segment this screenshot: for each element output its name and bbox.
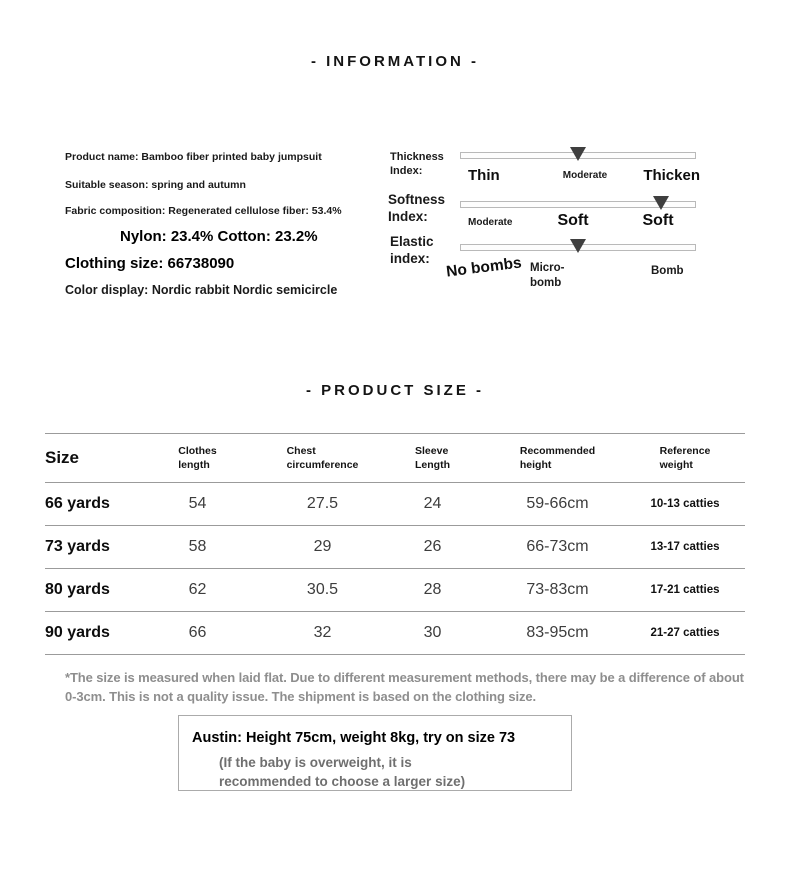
chest-cell: 27.5	[306, 495, 339, 512]
sleeve-cell: 30	[423, 624, 442, 641]
product-name-text: Product name: Bamboo fiber printed baby …	[65, 151, 322, 163]
weight-cell: 21-27 catties	[650, 627, 720, 639]
column-header-sleeve-length: Sleeve Length	[415, 444, 450, 471]
clothes-length-cell: 66	[188, 624, 207, 641]
column-header-chest-circumference: Chest circumference	[286, 444, 359, 471]
softness-scale-right: Soft	[642, 212, 674, 229]
thickness-index-label: Thickness Index:	[390, 151, 444, 177]
thickness-scale-left: Thin	[468, 167, 500, 184]
height-cell: 83-95cm	[526, 624, 589, 641]
elastic-slider-track	[460, 239, 696, 253]
height-cell: 73-83cm	[526, 581, 589, 598]
thickness-scale-center: Moderate	[562, 170, 608, 181]
height-cell: 66-73cm	[526, 538, 589, 555]
chest-cell: 32	[313, 624, 332, 641]
column-header-recommended-height: Recommended height	[519, 444, 596, 471]
elastic-index-label: Elastic index:	[390, 234, 434, 266]
sleeve-cell: 26	[423, 538, 442, 555]
elastic-scale-center: Micro- bomb	[530, 262, 565, 289]
weight-cell: 17-21 catties	[650, 584, 720, 596]
measurement-disclaimer: *The size is measured when laid flat. Du…	[65, 670, 744, 704]
softness-scale-left: Moderate	[468, 217, 513, 228]
thickness-marker-icon	[570, 147, 586, 161]
model-tryon-note-text: (If the baby is overweight, it is recomm…	[219, 755, 466, 789]
table-row: 80 yards 62 30.5 28 73-83cm 17-21 cattie…	[45, 569, 745, 612]
chest-cell: 30.5	[306, 581, 339, 598]
height-cell: 59-66cm	[526, 495, 589, 512]
elastic-marker-icon	[570, 239, 586, 253]
clothes-length-cell: 62	[188, 581, 207, 598]
thickness-slider-track	[460, 147, 696, 161]
table-row: 90 yards 66 32 30 83-95cm 21-27 catties	[45, 612, 745, 655]
suitable-season-text: Suitable season: spring and autumn	[65, 179, 246, 191]
elastic-scale-right: Bomb	[651, 265, 684, 277]
color-display-text: Color display: Nordic rabbit Nordic semi…	[65, 283, 338, 297]
softness-index-label: Softness Index:	[388, 192, 446, 224]
softness-marker-icon	[652, 196, 669, 210]
model-tryon-main-text: Austin: Height 75cm, weight 8kg, try on …	[192, 730, 516, 746]
column-header-reference-weight: Reference weight	[659, 444, 711, 471]
weight-cell: 10-13 catties	[650, 498, 720, 510]
sleeve-cell: 24	[423, 495, 442, 512]
model-tryon-box: Austin: Height 75cm, weight 8kg, try on …	[178, 715, 572, 791]
clothes-length-cell: 54	[188, 495, 207, 512]
weight-cell: 13-17 catties	[650, 541, 720, 553]
size-cell: 73 yards	[45, 538, 110, 555]
clothing-size-text: Clothing size: 66738090	[65, 255, 235, 272]
size-cell: 90 yards	[45, 624, 110, 641]
thickness-scale-right: Thicken	[643, 167, 700, 184]
size-table-header-row: Size Clothes length Chest circumference Sl…	[45, 434, 745, 483]
table-row: 66 yards 54 27.5 24 59-66cm 10-13 cattie…	[45, 483, 745, 526]
composition-percentages-text: Nylon: 23.4% Cotton: 23.2%	[120, 228, 318, 245]
table-row: 73 yards 58 29 26 66-73cm 13-17 catties	[45, 526, 745, 569]
softness-scale-center: Soft	[557, 212, 589, 229]
size-cell: 80 yards	[45, 581, 110, 598]
fabric-composition-text: Fabric composition: Regenerated cellulos…	[65, 205, 342, 217]
column-header-size: Size	[45, 448, 80, 467]
product-size-section-title: - PRODUCT SIZE -	[306, 382, 484, 399]
sleeve-cell: 28	[423, 581, 442, 598]
information-section-title: - INFORMATION -	[310, 53, 480, 70]
softness-slider-track	[460, 196, 696, 210]
chest-cell: 29	[313, 538, 332, 555]
size-cell: 66 yards	[45, 495, 110, 512]
clothes-length-cell: 58	[188, 538, 207, 555]
size-table: Size Clothes length Chest circumference Sl…	[45, 433, 745, 655]
column-header-clothes-length: Clothes length	[178, 444, 217, 471]
elastic-scale-left: No bombs	[445, 254, 523, 281]
